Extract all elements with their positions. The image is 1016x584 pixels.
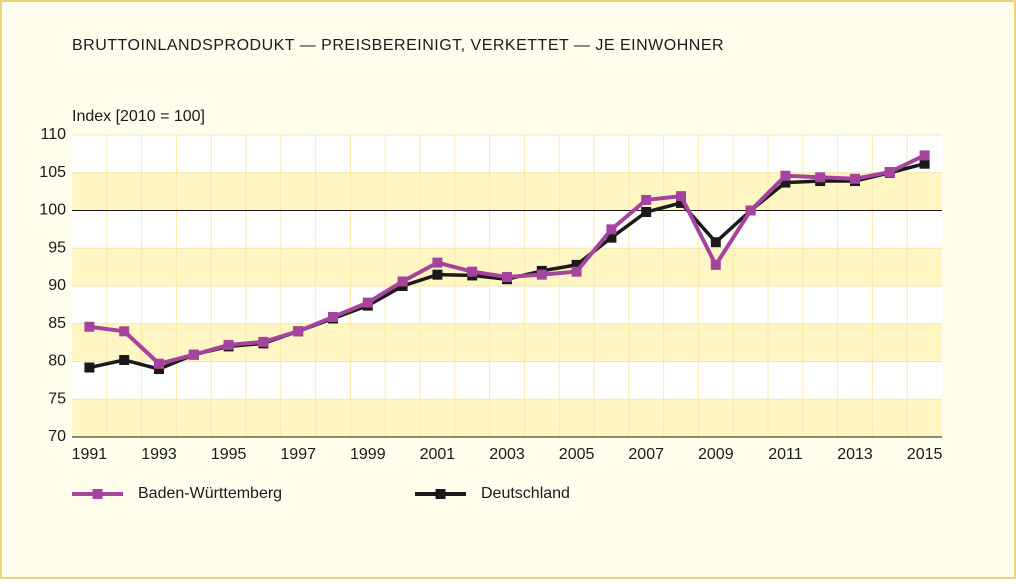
marker	[84, 321, 95, 332]
x-tick-label: 1991	[72, 446, 108, 463]
marker	[919, 158, 930, 169]
chart-title: BRUTTOINLANDSPRODUKT — PREISBEREINIGT, V…	[72, 37, 724, 54]
marker	[571, 259, 582, 270]
x-tick-label: 2007	[628, 446, 664, 463]
marker	[328, 311, 338, 322]
marker	[676, 197, 686, 208]
legend-marker	[92, 489, 103, 499]
marker	[397, 276, 408, 287]
marker	[223, 339, 234, 350]
marker	[467, 266, 478, 277]
y-tick-label: 90	[48, 277, 66, 294]
x-tick-label: 1999	[350, 446, 386, 463]
grid-band	[72, 172, 942, 211]
y-tick-label: 80	[48, 353, 66, 370]
marker	[850, 173, 860, 184]
marker	[745, 205, 756, 216]
marker	[154, 358, 164, 369]
y-tick-label: 75	[48, 390, 66, 407]
marker	[884, 166, 895, 177]
x-tick-label: 2015	[907, 446, 943, 463]
grid-band	[72, 323, 942, 362]
x-tick-label: 1997	[280, 446, 316, 463]
marker	[536, 269, 547, 280]
x-tick-label: 2009	[698, 446, 734, 463]
legend-label: Deutschland	[481, 485, 570, 502]
marker	[606, 232, 617, 243]
y-tick-label: 95	[48, 239, 66, 256]
marker	[432, 257, 443, 268]
marker	[676, 191, 686, 202]
x-tick-label: 1995	[211, 446, 247, 463]
y-tick-label: 105	[39, 164, 66, 181]
marker	[641, 207, 652, 218]
marker	[815, 172, 826, 183]
marker	[84, 362, 95, 373]
x-tick-label: 1993	[141, 446, 177, 463]
marker	[780, 177, 791, 188]
grid-band	[72, 399, 942, 437]
legend-label: Baden-Württemberg	[138, 485, 282, 502]
marker	[293, 326, 304, 337]
y-tick-label: 110	[40, 126, 66, 143]
marker	[154, 364, 164, 375]
marker	[188, 349, 199, 360]
marker	[258, 336, 269, 347]
x-tick-label: 2001	[420, 446, 456, 463]
y-axis-label: Index [2010 = 100]	[72, 108, 205, 125]
x-tick-label: 2003	[489, 446, 525, 463]
marker	[641, 194, 652, 205]
marker	[919, 150, 930, 161]
y-tick-label: 70	[48, 428, 66, 445]
x-tick-label: 2013	[837, 446, 873, 463]
marker	[119, 326, 130, 337]
marker	[780, 170, 791, 181]
y-tick-label: 100	[39, 202, 66, 219]
x-tick-label: 2011	[768, 446, 803, 463]
marker	[571, 266, 582, 277]
marker	[119, 354, 130, 365]
legend-marker	[435, 489, 446, 499]
x-tick-label: 2005	[559, 446, 595, 463]
marker	[362, 297, 373, 308]
marker	[606, 224, 617, 235]
marker	[502, 271, 512, 282]
marker	[432, 269, 443, 280]
marker	[710, 237, 721, 248]
marker	[710, 259, 721, 270]
y-tick-label: 85	[48, 315, 66, 332]
